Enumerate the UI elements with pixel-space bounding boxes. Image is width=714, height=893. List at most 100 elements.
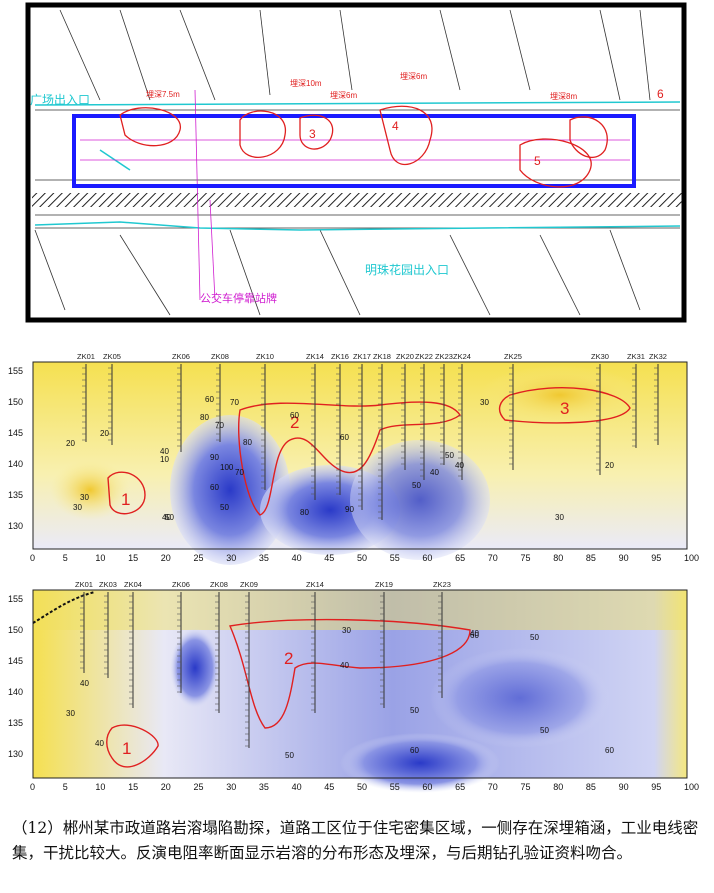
contour-label: 20 bbox=[605, 461, 614, 470]
y-tick-label: 140 bbox=[8, 687, 23, 697]
x-tick-label: 5 bbox=[63, 782, 68, 792]
contour-label: 30 bbox=[73, 503, 82, 512]
x-tick-label: 35 bbox=[259, 553, 269, 563]
borehole-label: ZK20 bbox=[396, 352, 414, 361]
contour-label: 50 bbox=[445, 451, 454, 460]
x-tick-label: 20 bbox=[161, 553, 171, 563]
map-zone-3: 3 bbox=[309, 127, 316, 141]
contour-label: 80 bbox=[200, 413, 209, 422]
borehole-label: ZK18 bbox=[373, 352, 391, 361]
site-plan-map: 广场出入口 明珠花园出入口 公交车停靠站牌 埋深7.5m 埋深10m 埋深6m … bbox=[0, 0, 714, 330]
map-zone-4: 4 bbox=[392, 119, 399, 133]
y-tick-label: 130 bbox=[8, 521, 23, 531]
contour-label: 30 bbox=[555, 513, 564, 522]
map-linework bbox=[34, 9, 680, 316]
box-culvert-hatch bbox=[32, 193, 682, 207]
y-tick-label: 150 bbox=[8, 625, 23, 635]
survey-area-box bbox=[72, 114, 636, 188]
x-tick-label: 15 bbox=[128, 553, 138, 563]
x-tick-label: 10 bbox=[95, 553, 105, 563]
y-tick-label: 135 bbox=[8, 490, 23, 500]
contour-label: 40 bbox=[162, 513, 171, 522]
contour-label: 40 bbox=[95, 739, 104, 748]
figure-caption: （12）郴州某市政道路岩溶塌陷勘探，道路工区位于住宅密集区域，一侧存在深埋箱涵，… bbox=[12, 819, 699, 862]
section-a-boreholes: ZK01 ZK05 ZK06 ZK08 ZK10 ZK14 ZK16 ZK17 ZK18 ZK20… bbox=[77, 352, 667, 520]
y-tick-label: 150 bbox=[8, 397, 23, 407]
borehole-label: ZK24 bbox=[453, 352, 471, 361]
contour-label: 30 bbox=[80, 493, 89, 502]
borehole-label: ZK23 bbox=[435, 352, 453, 361]
x-tick-label: 95 bbox=[651, 782, 661, 792]
contour-label: 30 bbox=[480, 398, 489, 407]
x-tick-label: 0 bbox=[30, 553, 35, 563]
section-a-zone-2: 2 bbox=[290, 413, 299, 432]
borehole-label: ZK23 bbox=[433, 580, 451, 589]
borehole-label: ZK06 bbox=[172, 580, 190, 589]
contour-label: 70 bbox=[230, 398, 239, 407]
y-tick-label: 140 bbox=[8, 459, 23, 469]
borehole-label: ZK08 bbox=[210, 580, 228, 589]
section-b-boreholes: ZK01 ZK03 ZK04 ZK06 ZK08 ZK09 ZK14 ZK19 ZK23 bbox=[75, 580, 451, 748]
x-tick-label: 50 bbox=[357, 782, 367, 792]
x-tick-label: 75 bbox=[521, 782, 531, 792]
y-tick-label: 155 bbox=[8, 594, 23, 604]
contour-label: 50 bbox=[165, 513, 174, 522]
contour-label: 20 bbox=[66, 439, 75, 448]
x-tick-label: 60 bbox=[422, 782, 432, 792]
contour-label: 70 bbox=[215, 421, 224, 430]
borehole-label: ZK05 bbox=[103, 352, 121, 361]
x-tick-label: 25 bbox=[194, 782, 204, 792]
contour-label: 40 bbox=[340, 661, 349, 670]
label-bus-stop: 公交车停靠站牌 bbox=[200, 291, 277, 305]
contour-label: 60 bbox=[605, 746, 614, 755]
resistivity-section-a: 1 2 3 ZK01 ZK05 ZK06 ZK08 ZK10 ZK14 ZK16 ZK17 ZK… bbox=[8, 352, 699, 565]
resistivity-section-b: 1 2 ZK01 ZK03 ZK04 ZK06 ZK08 ZK09 ZK14 ZK19 ZK23… bbox=[8, 580, 699, 793]
contour-label: 60 bbox=[470, 631, 479, 640]
x-tick-label: 80 bbox=[553, 782, 563, 792]
x-tick-label: 50 bbox=[357, 553, 367, 563]
contour-label: 30 bbox=[342, 626, 351, 635]
borehole-label: ZK09 bbox=[240, 580, 258, 589]
section-a-anomalies bbox=[107, 387, 631, 516]
borehole-label: ZK14 bbox=[306, 352, 324, 361]
contour-label: 20 bbox=[100, 429, 109, 438]
contour-label: 30 bbox=[66, 709, 75, 718]
borehole-label: ZK17 bbox=[353, 352, 371, 361]
x-tick-label: 10 bbox=[95, 782, 105, 792]
contour-label: 40 bbox=[80, 679, 89, 688]
label-entrance-1: 广场出入口 bbox=[30, 93, 90, 107]
borehole-label: ZK10 bbox=[256, 352, 274, 361]
borehole-label: ZK03 bbox=[99, 580, 117, 589]
label-depth-2: 埋深10m bbox=[290, 78, 322, 88]
map-frame bbox=[25, 2, 687, 323]
borehole-label: ZK01 bbox=[77, 352, 95, 361]
x-tick-label: 75 bbox=[521, 553, 531, 563]
x-tick-label: 40 bbox=[292, 553, 302, 563]
borehole-label: ZK25 bbox=[504, 352, 522, 361]
x-tick-label: 70 bbox=[488, 553, 498, 563]
contour-label: 40 bbox=[430, 468, 439, 477]
survey-grid bbox=[80, 89, 630, 301]
y-tick-label: 145 bbox=[8, 428, 23, 438]
label-depth-5: 埋深8m bbox=[550, 91, 577, 101]
y-tick-label: 130 bbox=[8, 749, 23, 759]
section-a-zone-1: 1 bbox=[121, 490, 130, 509]
section-b-zone-2: 2 bbox=[284, 649, 293, 668]
x-tick-label: 90 bbox=[619, 782, 629, 792]
x-tick-label: 0 bbox=[30, 782, 35, 792]
contour-label: 90 bbox=[210, 453, 219, 462]
contour-label: 40 bbox=[455, 461, 464, 470]
section-a-y-axis: 155 150 145 140 135 130 bbox=[8, 366, 23, 531]
label-entrance-2: 明珠花园出入口 bbox=[365, 262, 449, 277]
x-tick-label: 95 bbox=[651, 553, 661, 563]
x-tick-label: 55 bbox=[390, 782, 400, 792]
contour-label: 60 bbox=[290, 411, 299, 420]
x-tick-label: 70 bbox=[488, 782, 498, 792]
label-depth-1: 埋深7.5m bbox=[146, 89, 180, 99]
contour-label: 50 bbox=[285, 751, 294, 760]
borehole-label: ZK06 bbox=[172, 352, 190, 361]
section-b-anomalies bbox=[106, 618, 471, 768]
y-tick-label: 155 bbox=[8, 366, 23, 376]
